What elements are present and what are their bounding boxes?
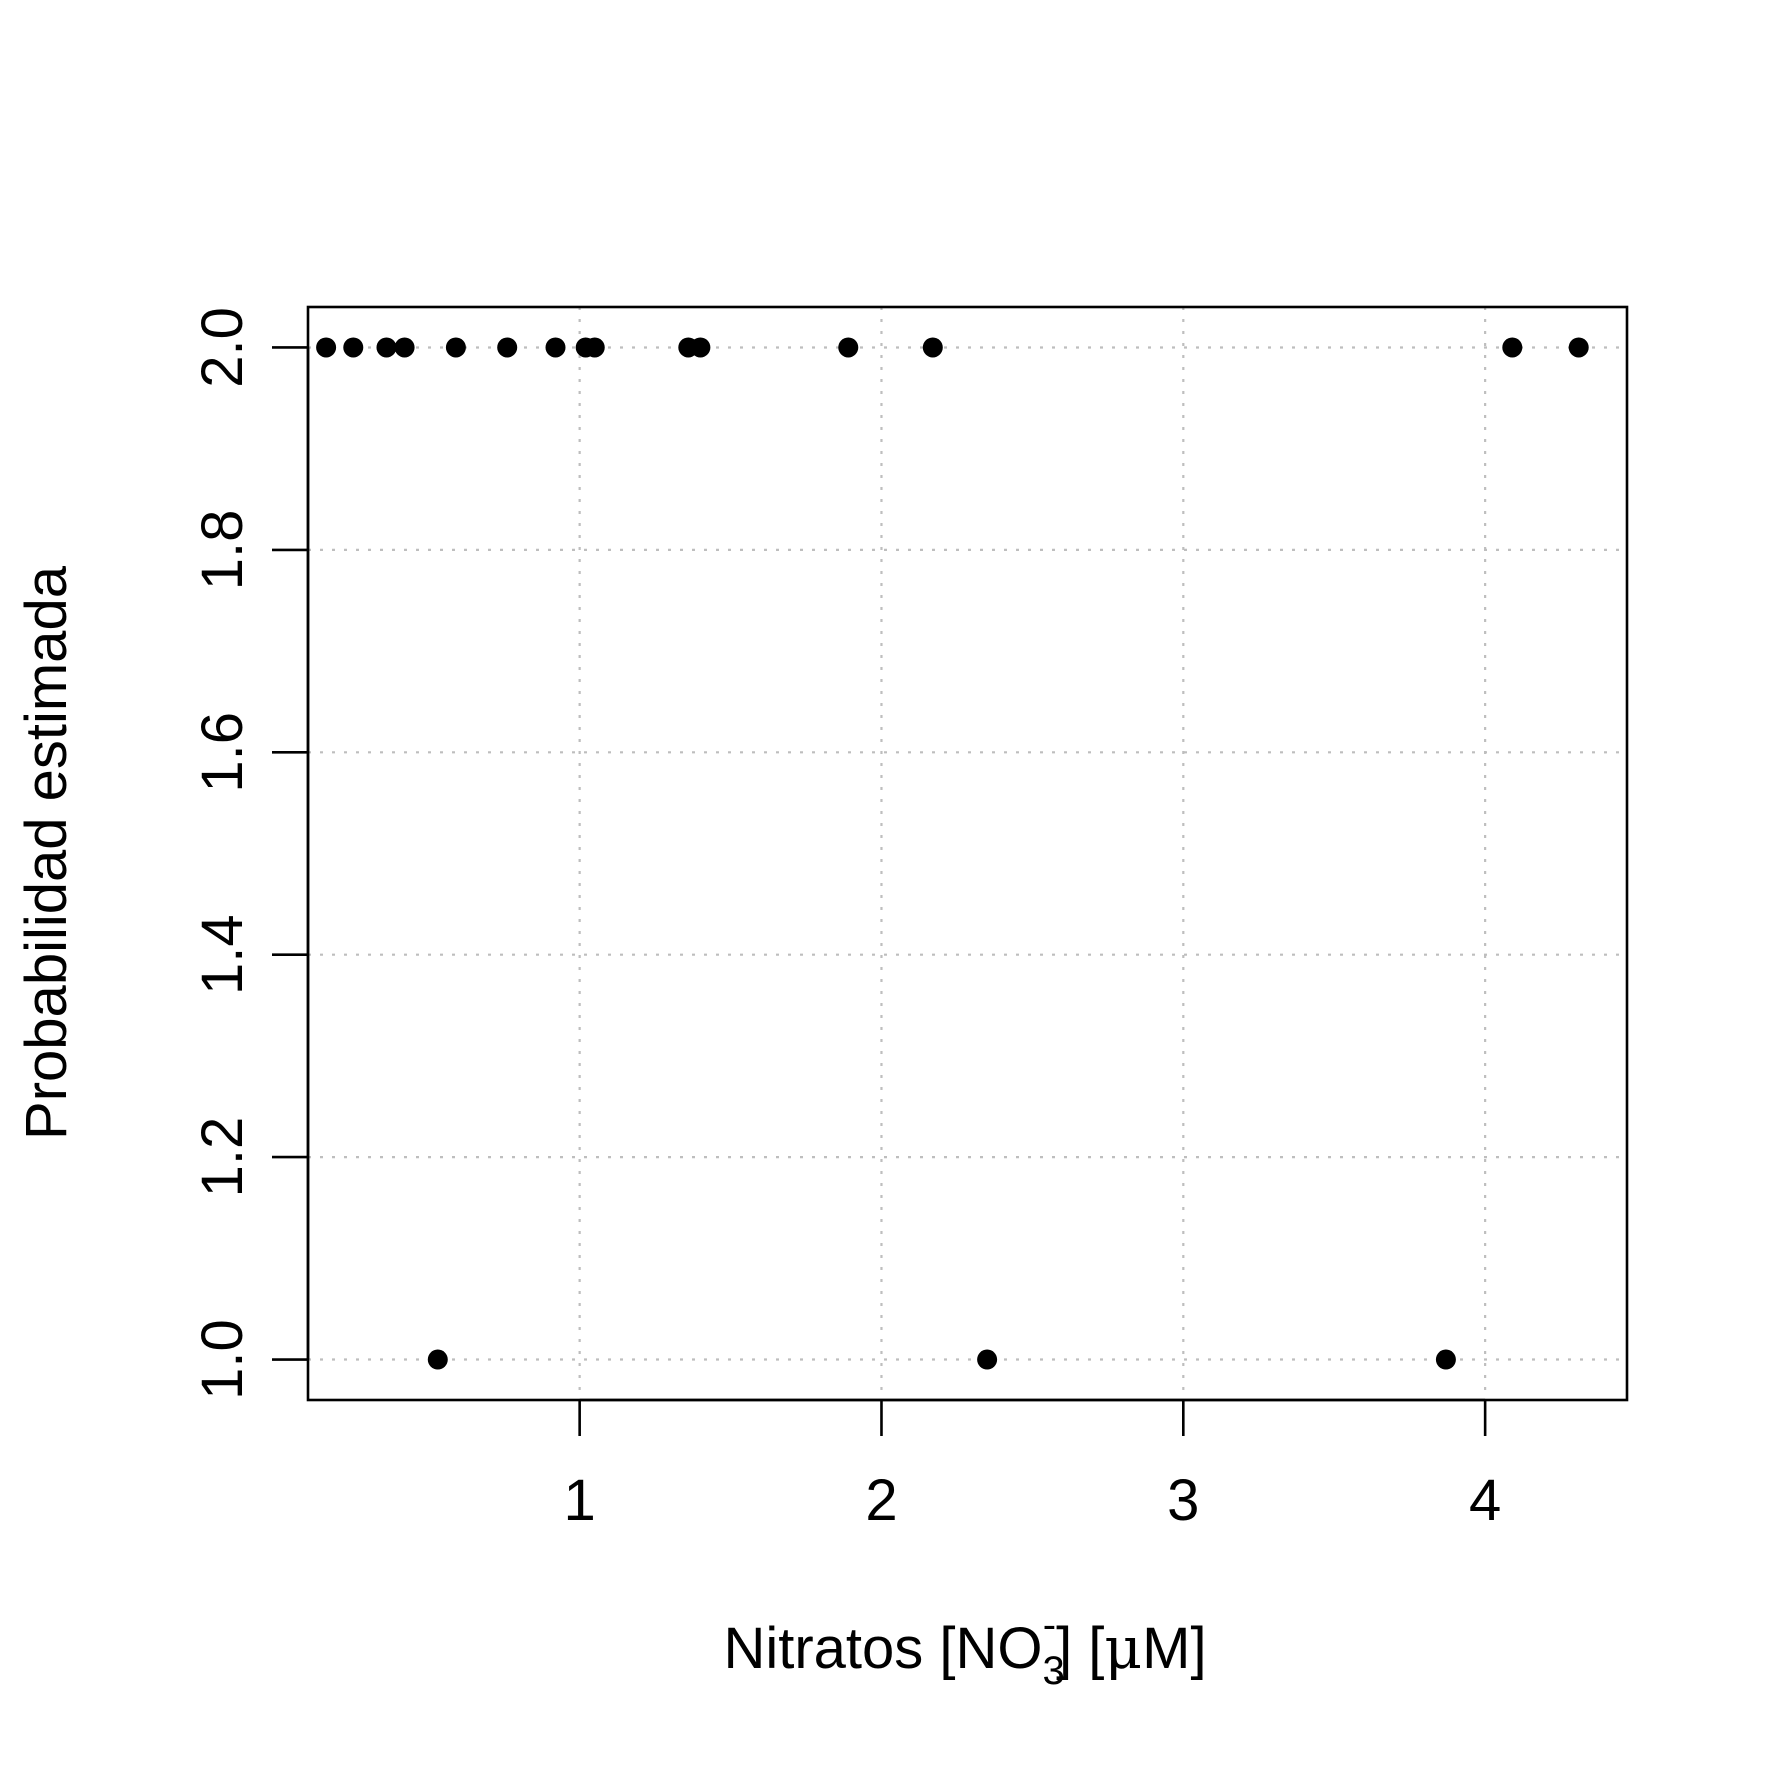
data-point: [1502, 337, 1523, 358]
data-point: [497, 337, 518, 358]
data-point: [343, 337, 364, 358]
x-axis-title: Nitratos [NO3-] [μM]: [723, 1603, 1206, 1693]
x-tick-label: 1: [564, 1468, 596, 1533]
data-point: [394, 337, 415, 358]
data-point: [545, 337, 566, 358]
x-axis-title-subscript: 3: [1043, 1649, 1065, 1693]
y-axis-title: Probabilidad estimada: [14, 565, 79, 1140]
y-tick-label: 1.2: [190, 1117, 255, 1198]
data-point: [445, 337, 466, 358]
data-point: [838, 337, 859, 358]
x-axis-title-unit: M]: [1142, 1616, 1206, 1681]
x-axis-title-main: Nitratos [NO: [723, 1616, 1042, 1681]
y-tick-label: 1.6: [190, 712, 255, 793]
data-point: [922, 337, 943, 358]
data-points: [316, 337, 1589, 1370]
data-point: [427, 1349, 448, 1370]
data-point: [690, 337, 711, 358]
x-tick-label: 4: [1469, 1468, 1501, 1533]
data-point: [376, 337, 397, 358]
x-axis-title-rest: ] [: [1056, 1616, 1104, 1681]
y-tick-label: 1.4: [190, 914, 255, 995]
x-tick-label: 3: [1167, 1468, 1199, 1533]
x-axis-title-mu: μ: [1104, 1614, 1142, 1682]
x-tick-label: 2: [865, 1468, 897, 1533]
data-point: [316, 337, 337, 358]
y-tick-label: 1.0: [190, 1319, 255, 1400]
data-point: [977, 1349, 998, 1370]
y-tick-label: 1.8: [190, 510, 255, 591]
x-axis-title-superscript: -: [1043, 1603, 1056, 1647]
x-axis: 1 2 3 4: [564, 1398, 1501, 1533]
data-point: [1435, 1349, 1456, 1370]
data-point: [584, 337, 605, 358]
y-tick-label: 2.0: [190, 307, 255, 388]
y-axis: 1.0 1.2 1.4 1.6 1.8 2.0: [190, 307, 310, 1400]
data-point: [1568, 337, 1589, 358]
plot-frame: [306, 305, 1629, 1402]
grid-lines: [308, 307, 1627, 1400]
